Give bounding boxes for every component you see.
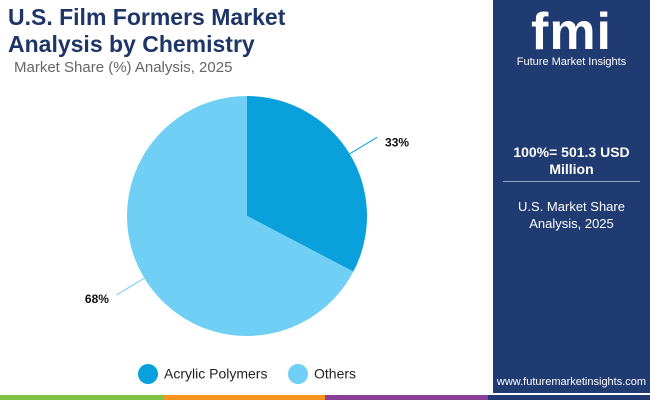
legend-swatch	[138, 364, 158, 384]
logo: fmi	[531, 3, 612, 61]
data-label: 33%	[385, 135, 409, 149]
leader-line	[349, 136, 378, 155]
divider	[503, 181, 640, 182]
website: www.futuremarketinsights.com	[496, 376, 647, 388]
chart-title: U.S. Film Formers Market Analysis by Che…	[8, 4, 286, 57]
legend-label: Others	[314, 366, 356, 382]
leader-line	[116, 277, 145, 296]
pie-slice	[126, 96, 354, 337]
legend-swatch	[288, 364, 308, 384]
data-label: 68%	[85, 292, 109, 306]
side-panel: fmi Future Market Insights 100%= 501.3 U…	[493, 0, 650, 393]
brand-name: Future Market Insights	[516, 56, 627, 68]
pie-slice	[247, 96, 367, 272]
caption: U.S. Market Share Analysis, 2025	[518, 199, 625, 231]
legend-label: Acrylic Polymers	[164, 366, 267, 382]
color-strip	[0, 395, 650, 400]
total-value: 100%= 501.3 USD Million	[513, 144, 630, 177]
chart-subtitle: Market Share (%) Analysis, 2025	[14, 59, 233, 76]
